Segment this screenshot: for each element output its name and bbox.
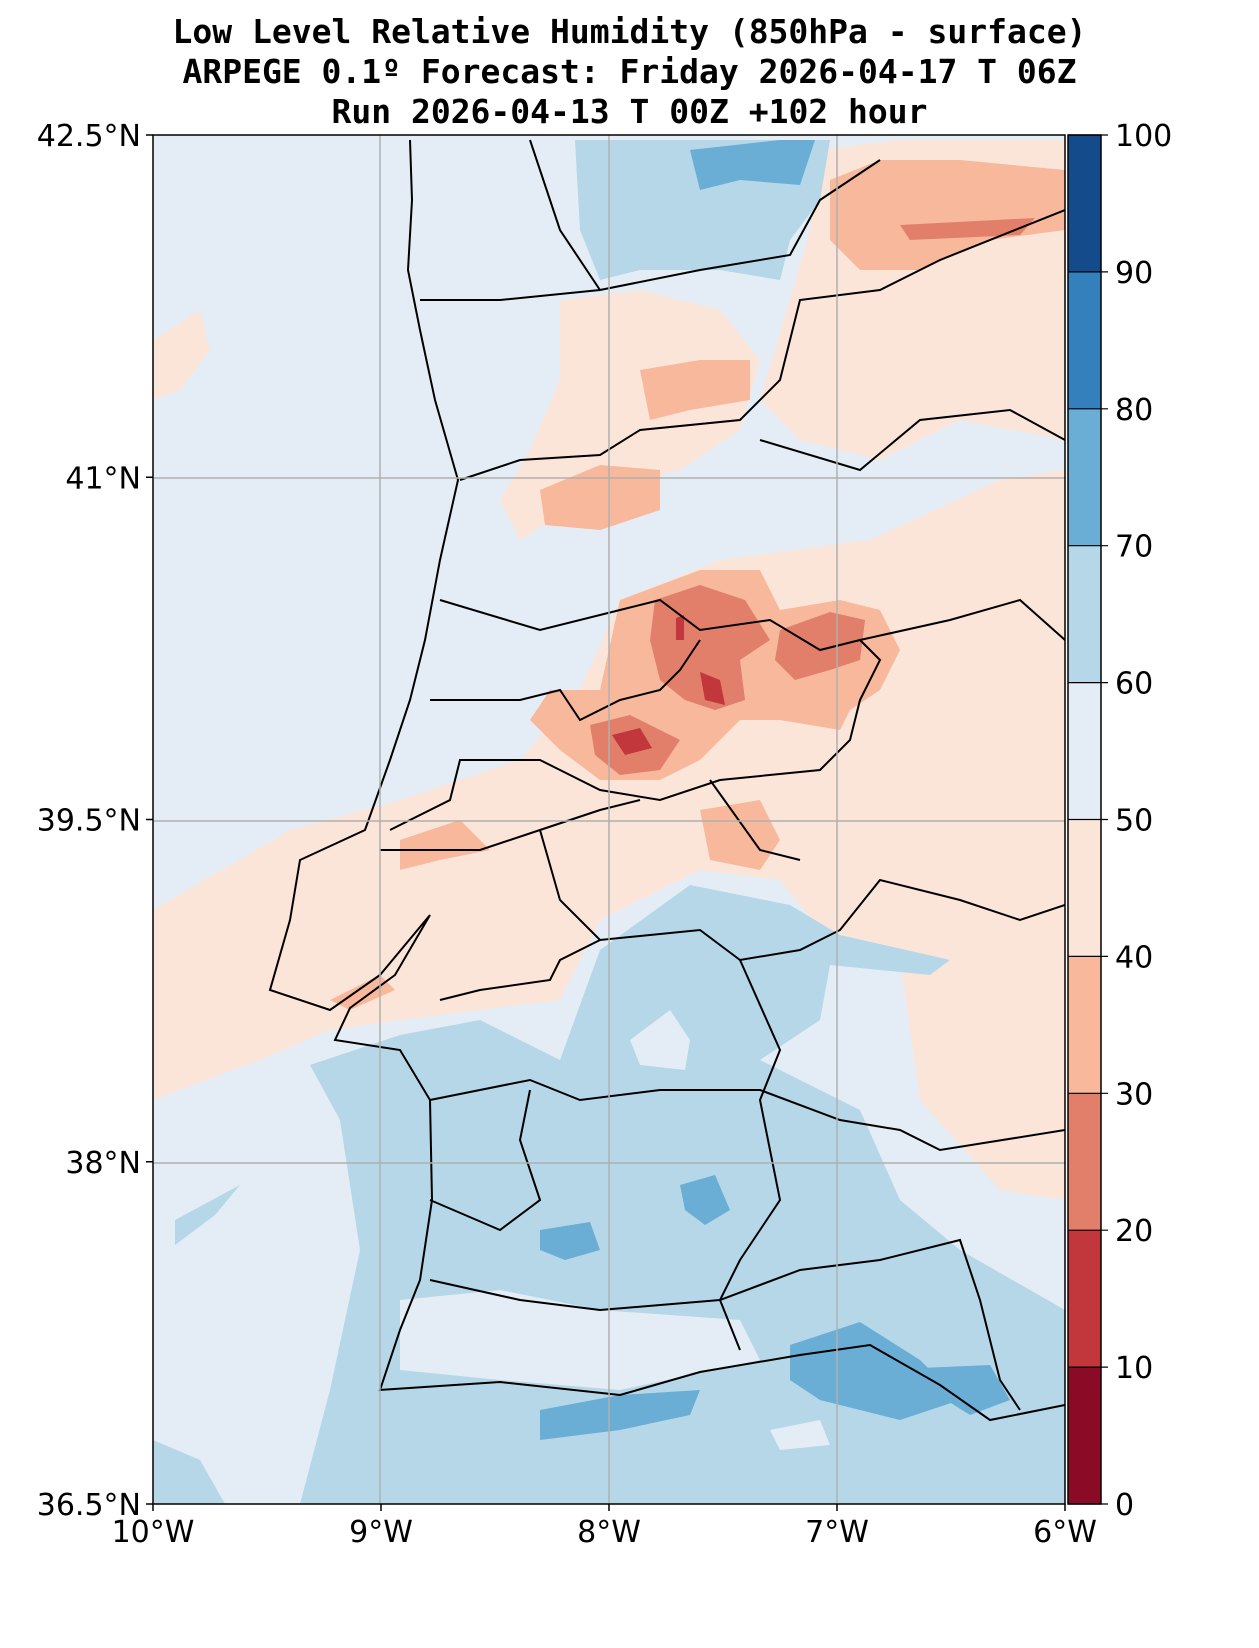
- colorbar-label: 50: [1115, 804, 1153, 839]
- colorbar-segment: [1068, 1093, 1101, 1231]
- colorbar-segment: [1068, 1367, 1101, 1504]
- x-tick-label: 9°W: [349, 1515, 413, 1550]
- y-tick-label: 36.5°N: [37, 1488, 141, 1523]
- colorbar-segment: [1068, 135, 1101, 272]
- colorbar-label: 0: [1115, 1488, 1134, 1523]
- colorbar-segment: [1068, 682, 1101, 820]
- y-tick-label: 41°N: [65, 461, 141, 496]
- colorbar-label: 20: [1115, 1214, 1153, 1249]
- y-tick-label: 38°N: [65, 1146, 141, 1181]
- field-10-20: [612, 615, 725, 755]
- x-tick-label: 7°W: [805, 1515, 869, 1550]
- title-line-2: ARPEGE 0.1º Forecast: Friday 2026-04-17 …: [182, 52, 1077, 91]
- x-tick-label: 6°W: [1033, 1515, 1097, 1550]
- colorbar-segment: [1068, 956, 1101, 1094]
- colorbar-label: 80: [1115, 393, 1153, 428]
- colorbar-segment: [1068, 545, 1101, 683]
- title-line-1: Low Level Relative Humidity (850hPa - su…: [172, 12, 1087, 51]
- axes: 10°W 9°W 8°W 7°W 6°W 42.5°N 41°N 39.5°N 38°N 36.5…: [37, 119, 1097, 1550]
- coastlines-and-borders: [268, 139, 1065, 1422]
- gridlines: [153, 135, 1065, 1504]
- title-line-3: Run 2026-04-13 T 00Z +102 hour: [331, 92, 928, 131]
- colorbar-segment: [1068, 819, 1101, 957]
- colorbar-label: 90: [1115, 256, 1153, 291]
- colorbar-segment: [1068, 408, 1101, 546]
- colorbar-label: 100: [1115, 119, 1172, 154]
- colorbar-segment: [1068, 271, 1101, 409]
- y-tick-label: 39.5°N: [37, 804, 141, 839]
- x-tick-label: 10°W: [112, 1515, 195, 1550]
- colorbar-segment: [1068, 1230, 1101, 1368]
- colorbar-label: 40: [1115, 940, 1153, 975]
- colorbar-label: 60: [1115, 667, 1153, 702]
- colorbar-label: 30: [1115, 1077, 1153, 1112]
- field-50-60-patches: [400, 1010, 830, 1450]
- y-tick-label: 42.5°N: [37, 119, 141, 154]
- field-70-80: [540, 140, 1010, 1440]
- colorbar-label: 70: [1115, 530, 1153, 565]
- colorbar-label: 10: [1115, 1351, 1153, 1386]
- x-tick-label: 8°W: [577, 1515, 641, 1550]
- colorbar: 0 10 20 30 40 50 60 70 80 90 100: [1067, 119, 1172, 1523]
